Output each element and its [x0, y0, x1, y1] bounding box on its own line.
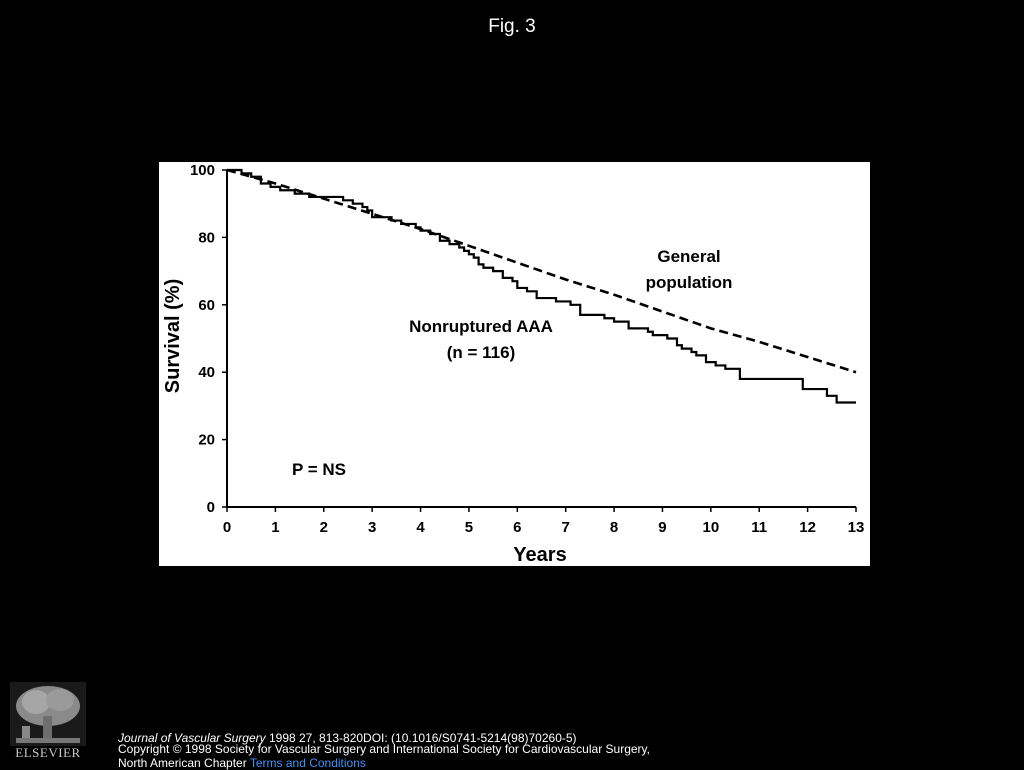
y-tick-label: 20	[198, 432, 215, 449]
x-tick-label: 1	[271, 519, 279, 536]
y-axis-title: Survival (%)	[162, 279, 184, 393]
copyright-line-2: North American Chapter Terms and Conditi…	[118, 756, 366, 770]
y-tick-label: 0	[207, 499, 215, 516]
terms-link[interactable]: Terms and Conditions	[249, 756, 366, 770]
x-tick-label: 11	[751, 519, 767, 536]
nonruptured-aaa-label: Nonruptured AAA	[409, 317, 553, 336]
y-tick-label: 100	[190, 162, 215, 179]
chart-panel: 0 1 2 3 4 5 6 7 8 9 10 11 12 13 0 20 40 60 80 100 General po…	[159, 162, 870, 566]
general-population-line	[226, 168, 857, 374]
publisher-logo-text: ELSEVIER	[15, 745, 81, 760]
x-tick-label: 4	[416, 519, 425, 536]
y-tick-label: 60	[198, 297, 215, 314]
general-population-label: General	[657, 247, 720, 266]
x-tick-label: 6	[513, 519, 521, 536]
x-tick-label: 9	[658, 519, 666, 536]
nonruptured-aaa-label: (n = 116)	[447, 343, 516, 362]
x-tick-label: 5	[465, 519, 473, 536]
x-tick-label: 3	[368, 519, 376, 536]
y-tick-label: 80	[198, 229, 215, 246]
slide-title: Fig. 3	[488, 16, 536, 37]
x-tick-label: 0	[223, 519, 231, 536]
journal-name: Journal of Vascular Surgery	[118, 731, 266, 745]
elsevier-tree-logo	[10, 682, 86, 746]
citation-line: Journal of Vascular Surgery 1998 27, 813…	[118, 731, 577, 745]
copyright-line-2-text: North American Chapter	[118, 756, 250, 770]
general-population-label: population	[646, 273, 733, 292]
p-value-label: P = NS	[292, 460, 346, 479]
nonruptured-aaa-line	[227, 168, 856, 404]
x-tick-label: 10	[703, 519, 720, 536]
x-tick-label: 2	[320, 519, 328, 536]
x-tick-label: 7	[562, 519, 570, 536]
x-tick-label: 8	[610, 519, 618, 536]
axes	[222, 169, 857, 512]
y-tick-label: 40	[198, 364, 215, 381]
citation-text: 1998 27, 813-820DOI: (10.1016/S0741-5214…	[265, 731, 577, 745]
x-axis-title: Years	[513, 544, 566, 566]
x-tick-label: 13	[848, 519, 865, 536]
x-tick-label: 12	[799, 519, 816, 536]
series	[226, 168, 857, 404]
annotations: General population Nonruptured AAA (n = 116…	[292, 247, 732, 479]
copyright-line: Copyright © 1998 Society for Vascular Su…	[118, 742, 650, 756]
